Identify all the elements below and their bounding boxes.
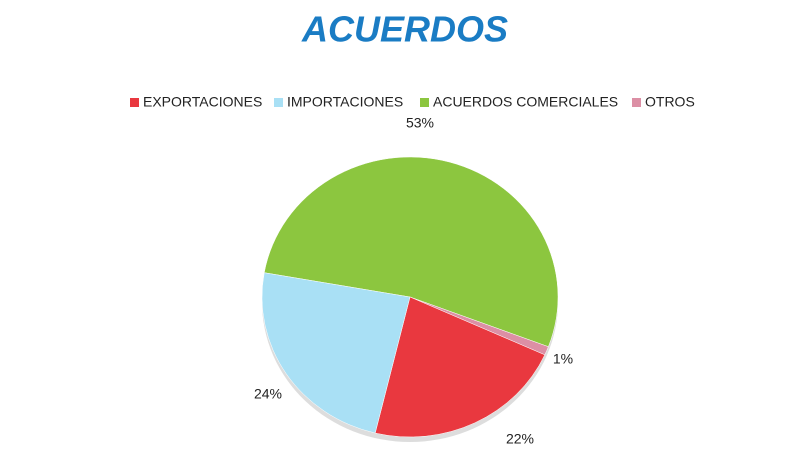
legend-label: EXPORTACIONES [143,94,262,110]
data-label: 53% [406,115,434,131]
pie-slice [263,156,559,348]
legend-label: IMPORTACIONES [287,94,403,110]
legend-swatch [274,98,283,107]
legend-label: OTROS [645,94,695,110]
legend-swatch [130,98,139,107]
data-label: 24% [254,386,282,402]
legend-label: ACUERDOS COMERCIALES [433,94,618,110]
pie-slice [261,272,411,434]
legend-swatch [420,98,429,107]
chart-title: ACUERDOS [301,9,508,50]
data-label: 22% [506,431,534,447]
data-label: 1% [553,351,573,367]
pie-slice [374,296,546,438]
legend-swatch [632,98,641,107]
